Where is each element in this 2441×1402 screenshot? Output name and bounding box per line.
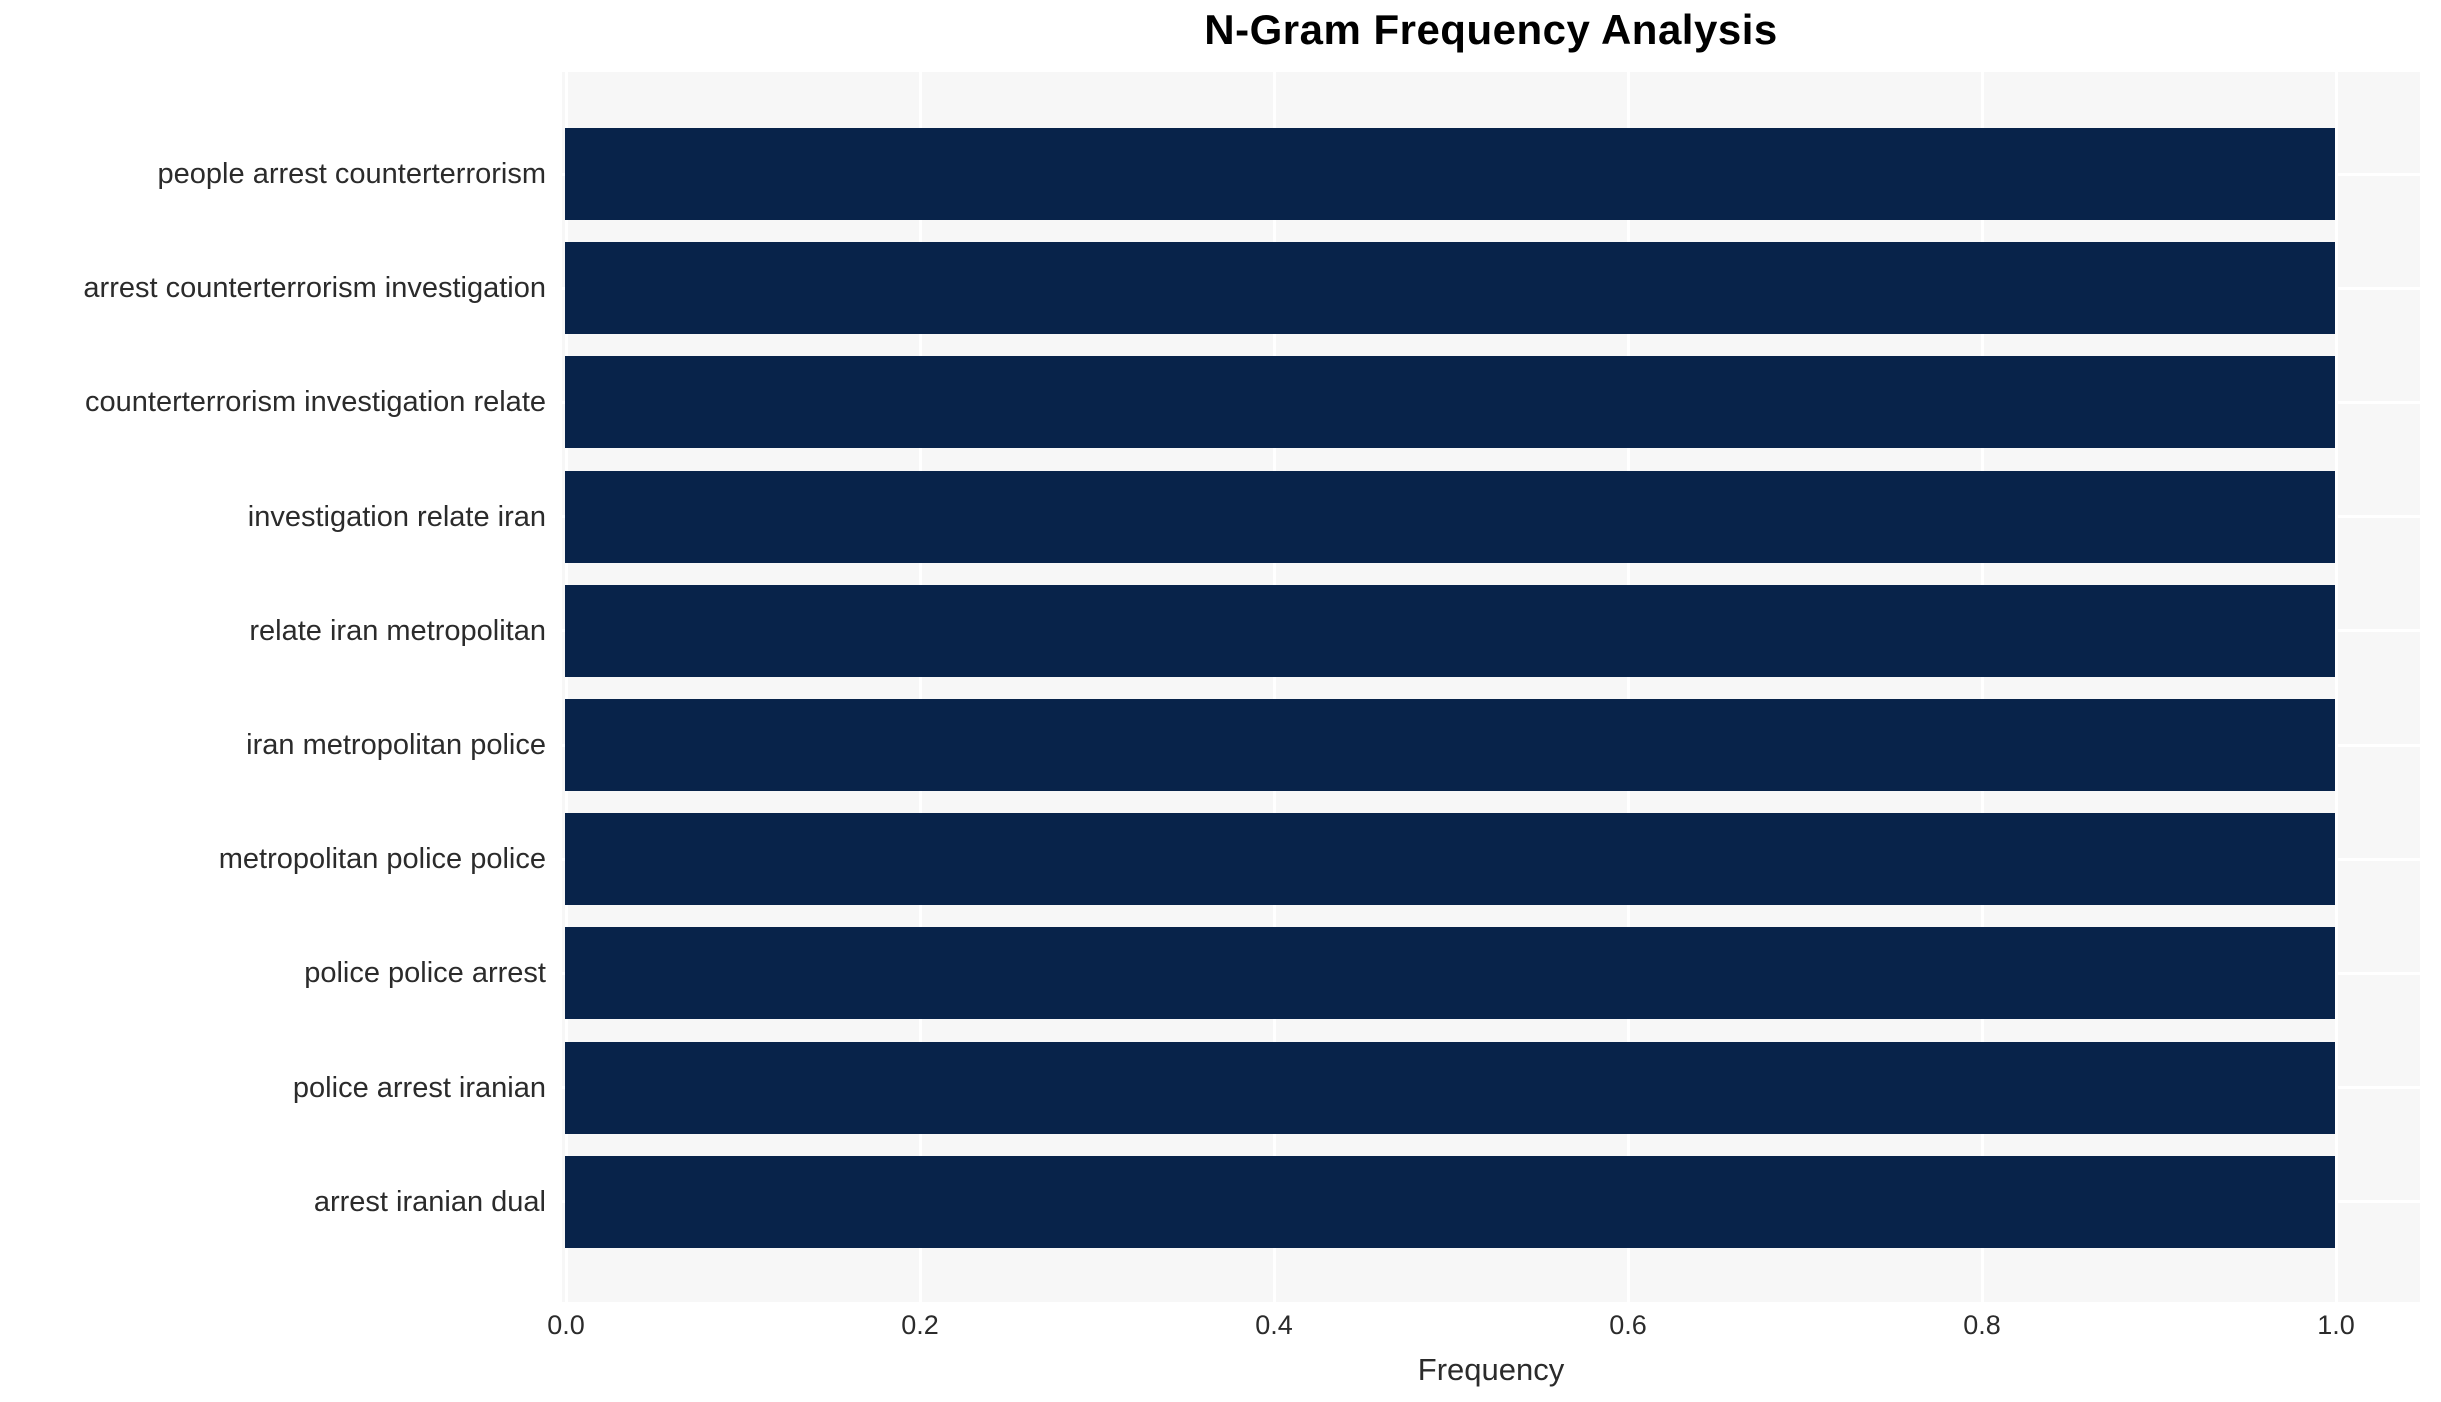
- gridline-vertical: [2335, 72, 2338, 1302]
- y-tick-label: investigation relate iran: [247, 500, 546, 533]
- y-tick-label: people arrest counterterrorism: [157, 158, 546, 190]
- bar: [565, 813, 2335, 906]
- bar: [565, 584, 2335, 677]
- bar: [565, 470, 2335, 563]
- y-tick-label: arrest counterterrorism investigation: [83, 272, 546, 305]
- chart-title: N-Gram Frequency Analysis: [1204, 6, 1778, 53]
- gridline-vertical: [1273, 72, 1276, 1302]
- y-tick-label: metropolitan police police: [218, 843, 546, 876]
- gridline-vertical: [565, 72, 568, 1302]
- gridline-vertical: [1981, 72, 1984, 1302]
- y-tick-label: police police arrest: [304, 957, 546, 990]
- gridline-vertical: [1627, 72, 1630, 1302]
- x-tick-label: 0.4: [1255, 1310, 1293, 1340]
- y-tick-label: arrest iranian dual: [313, 1185, 546, 1218]
- x-tick-label: 0.6: [1609, 1310, 1647, 1340]
- bar: [565, 1155, 2335, 1248]
- x-axis-title: Frequency: [1417, 1352, 1565, 1387]
- bar: [565, 927, 2335, 1020]
- gridline-vertical: [919, 72, 922, 1302]
- bar: [565, 1041, 2335, 1134]
- x-tick-label: 0.2: [901, 1310, 939, 1340]
- bar: [565, 356, 2335, 449]
- plot-area: [562, 72, 2420, 1302]
- bar: [565, 699, 2335, 791]
- bar: [565, 242, 2335, 335]
- y-tick-label: counterterrorism investigation relate: [85, 386, 546, 419]
- y-tick-label: iran metropolitan police: [246, 729, 546, 761]
- bar: [565, 128, 2335, 220]
- x-tick-label: 0.0: [547, 1310, 585, 1340]
- x-tick-label: 1.0: [2317, 1310, 2355, 1340]
- y-tick-label: police arrest iranian: [292, 1071, 546, 1104]
- x-tick-label: 0.8: [1963, 1310, 2001, 1340]
- y-tick-label: relate iran metropolitan: [249, 614, 546, 647]
